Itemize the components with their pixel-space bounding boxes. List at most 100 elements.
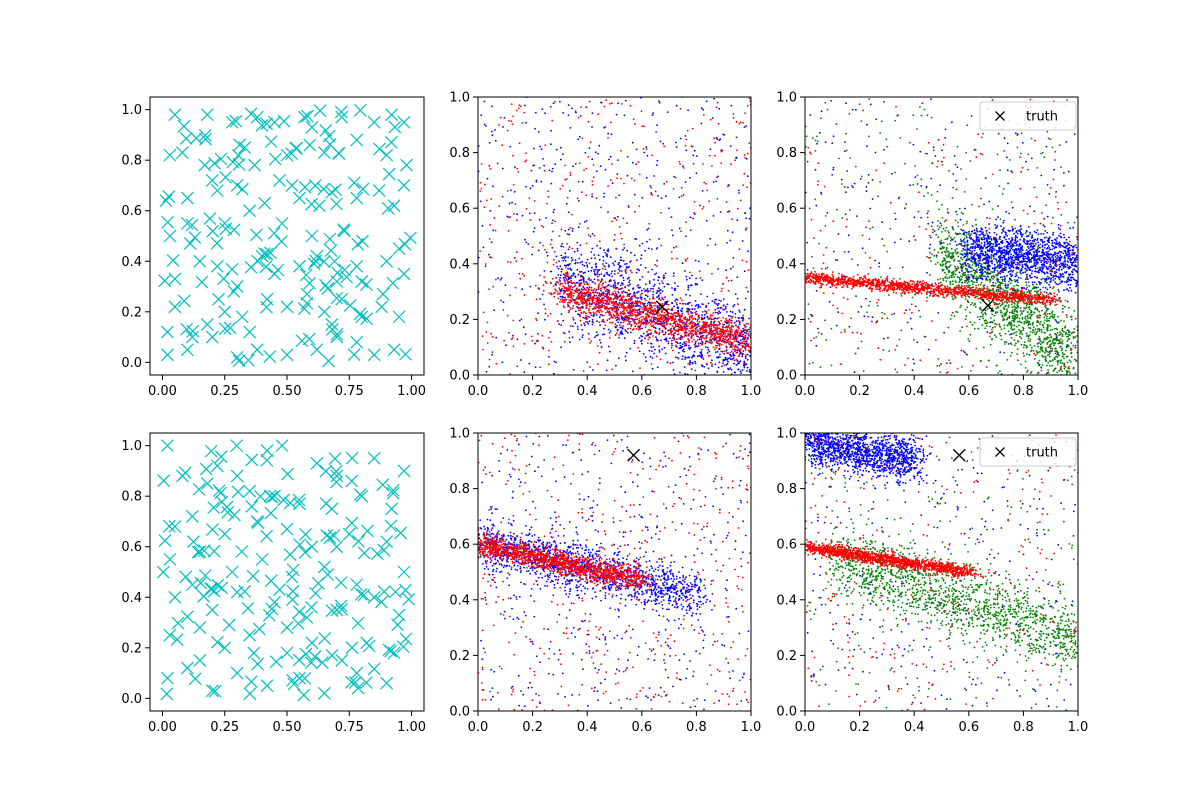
data-point xyxy=(591,126,593,128)
data-point xyxy=(531,254,533,256)
data-point xyxy=(596,314,598,316)
data-point xyxy=(634,323,636,325)
data-point xyxy=(651,322,653,324)
data-point xyxy=(625,272,627,274)
data-point xyxy=(667,313,669,315)
data-point xyxy=(564,252,566,254)
data-point xyxy=(236,311,248,323)
data-point xyxy=(964,282,966,284)
data-point xyxy=(737,303,739,305)
data-point xyxy=(749,218,751,220)
data-point xyxy=(519,142,521,144)
x-tick-label: 0.6 xyxy=(631,384,652,399)
data-point xyxy=(653,305,655,307)
data-point xyxy=(587,321,589,323)
data-point xyxy=(671,216,673,218)
data-point xyxy=(671,347,673,349)
data-point xyxy=(511,103,513,105)
data-point xyxy=(645,316,647,318)
data-point xyxy=(714,303,716,305)
data-point xyxy=(490,198,492,200)
data-point xyxy=(620,315,622,317)
data-point xyxy=(607,137,609,139)
data-point xyxy=(293,260,305,272)
data-point xyxy=(564,301,566,303)
data-point xyxy=(568,284,570,286)
data-point xyxy=(708,200,710,202)
data-point xyxy=(734,333,736,335)
data-point xyxy=(563,332,565,334)
data-point xyxy=(565,260,567,262)
data-point xyxy=(615,365,617,367)
data-point xyxy=(997,281,999,283)
data-point xyxy=(1002,283,1004,285)
data-point xyxy=(762,354,764,356)
data-point xyxy=(717,308,719,310)
data-point xyxy=(586,264,588,266)
data-point xyxy=(724,321,726,323)
data-point xyxy=(694,361,696,363)
data-point xyxy=(568,249,570,251)
data-point xyxy=(736,352,738,354)
data-point xyxy=(723,351,725,353)
data-point xyxy=(582,293,584,295)
data-point xyxy=(730,332,732,334)
data-point xyxy=(745,125,747,127)
data-point xyxy=(609,103,611,105)
data-point xyxy=(717,328,719,330)
data-point xyxy=(636,269,638,271)
data-point xyxy=(688,341,690,343)
data-point xyxy=(1013,285,1015,287)
data-point xyxy=(677,285,679,287)
data-point xyxy=(753,335,755,337)
data-point xyxy=(596,331,598,333)
data-point xyxy=(703,326,705,328)
data-point xyxy=(692,155,694,157)
data-point xyxy=(1069,331,1071,333)
data-point xyxy=(556,262,558,264)
data-point xyxy=(655,313,657,315)
data-point xyxy=(585,195,587,197)
data-point xyxy=(714,320,716,322)
data-point xyxy=(602,292,604,294)
data-point xyxy=(1017,285,1019,287)
data-point xyxy=(550,271,552,273)
data-point xyxy=(650,329,652,331)
data-point xyxy=(274,174,286,186)
data-point xyxy=(685,259,687,261)
data-point xyxy=(634,211,636,213)
data-point xyxy=(639,328,641,330)
data-point xyxy=(1000,310,1002,312)
data-point xyxy=(662,291,664,293)
data-point xyxy=(566,279,568,281)
data-point xyxy=(519,278,521,280)
data-point xyxy=(681,320,683,322)
data-point xyxy=(655,305,657,307)
data-point xyxy=(592,319,594,321)
data-point xyxy=(587,259,589,261)
data-point xyxy=(718,108,720,110)
data-point xyxy=(485,265,487,267)
data-point xyxy=(566,274,568,276)
data-point xyxy=(585,312,587,314)
data-point xyxy=(739,311,741,313)
data-point xyxy=(516,213,518,215)
data-point xyxy=(616,319,618,321)
data-point xyxy=(186,331,198,343)
x-tick-label: 0.4 xyxy=(577,384,598,399)
data-point xyxy=(708,333,710,335)
data-point xyxy=(691,336,693,338)
data-point xyxy=(1080,368,1082,370)
data-point xyxy=(593,281,595,283)
data-point xyxy=(948,256,950,258)
data-point xyxy=(568,312,570,314)
data-point xyxy=(967,256,969,258)
data-point xyxy=(747,338,749,340)
data-point xyxy=(945,227,947,229)
data-point xyxy=(711,341,713,343)
data-point xyxy=(545,313,547,315)
data-point xyxy=(620,332,622,334)
data-point xyxy=(679,321,681,323)
data-point xyxy=(693,339,695,341)
data-point xyxy=(641,197,643,199)
